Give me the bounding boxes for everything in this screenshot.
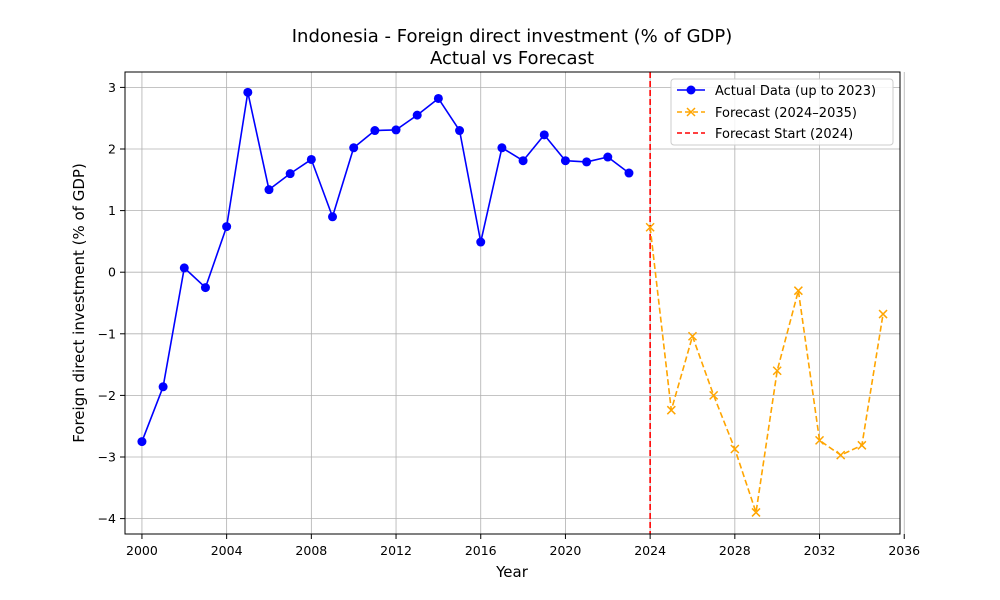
- forecast-point: [751, 507, 761, 517]
- actual-point: [137, 437, 147, 447]
- actual-point: [560, 156, 570, 166]
- actual-point: [222, 222, 232, 232]
- actual-point: [433, 93, 443, 103]
- y-tick-label: 2: [108, 142, 116, 157]
- forecast-point: [730, 444, 740, 454]
- forecast-point: [687, 331, 698, 341]
- chart-subtitle: Actual vs Forecast: [430, 48, 594, 69]
- x-tick-label: 2016: [465, 543, 497, 558]
- series-layer: [137, 87, 888, 517]
- forecast-point: [666, 405, 676, 415]
- legend: Actual Data (up to 2023) Forecast (2024–…: [670, 78, 894, 146]
- series-actual: [137, 87, 634, 447]
- plot-frame: [124, 71, 901, 535]
- forecast-point: [878, 309, 888, 319]
- actual-point: [412, 110, 422, 120]
- actual-point: [370, 126, 380, 136]
- forecast-point: [793, 286, 803, 296]
- actual-point: [243, 87, 253, 97]
- y-tick-label: −1: [98, 326, 116, 341]
- x-tick-label: 2000: [126, 543, 158, 558]
- x-tick-label: 2028: [719, 543, 751, 558]
- forecast-point: [645, 222, 655, 232]
- forecast-point: [772, 366, 782, 376]
- actual-point: [328, 212, 338, 222]
- x-tick-label: 2008: [295, 543, 327, 558]
- actual-point: [582, 157, 592, 167]
- x-tick-label: 2004: [211, 543, 243, 558]
- x-tick-label: 2036: [888, 543, 920, 558]
- forecast-point: [857, 440, 867, 450]
- legend-label-forecast-start: Forecast Start (2024): [715, 127, 853, 142]
- legend-box: [670, 78, 894, 146]
- grid-lines: [125, 72, 905, 534]
- legend-label-forecast: Forecast (2024–2035): [715, 106, 857, 121]
- legend-marker-forecast: [686, 107, 696, 117]
- actual-point: [539, 130, 549, 140]
- y-tick-label: −4: [98, 511, 116, 526]
- actual-point: [497, 143, 507, 153]
- forecast-line: [649, 227, 884, 514]
- actual-point: [179, 263, 189, 273]
- actual-point: [349, 143, 359, 153]
- actual-point: [391, 125, 401, 135]
- actual-point: [285, 169, 295, 179]
- actual-point: [518, 156, 528, 166]
- actual-point: [455, 126, 465, 136]
- x-tick-label: 2024: [634, 543, 666, 558]
- y-tick-label: −3: [98, 450, 116, 465]
- y-axis-label: Foreign direct investment (% of GDP): [70, 163, 88, 443]
- actual-point: [624, 168, 634, 178]
- actual-point: [603, 152, 613, 162]
- forecast-point: [709, 390, 719, 400]
- axis-ticks: 2000 2004 2008 2012 2016 2020 2024 2028 2032 2036…: [98, 80, 921, 558]
- x-axis-label: Year: [495, 563, 529, 581]
- y-tick-label: 3: [108, 80, 116, 95]
- x-tick-label: 2020: [550, 543, 582, 558]
- legend-marker-actual: [686, 85, 696, 95]
- y-tick-label: −2: [98, 388, 116, 403]
- actual-line: [141, 91, 630, 442]
- actual-point: [200, 283, 210, 293]
- actual-point: [476, 237, 486, 247]
- forecast-point: [815, 435, 825, 445]
- x-tick-label: 2032: [804, 543, 836, 558]
- legend-label-actual: Actual Data (up to 2023): [715, 84, 876, 99]
- actual-point: [158, 382, 168, 392]
- actual-point: [264, 185, 274, 195]
- x-tick-label: 2012: [380, 543, 412, 558]
- chart-title: Indonesia - Foreign direct investment (%…: [292, 26, 733, 47]
- y-tick-label: 1: [108, 203, 116, 218]
- forecast-point: [836, 450, 846, 460]
- series-forecast: [645, 222, 888, 517]
- actual-point: [306, 154, 316, 164]
- y-tick-label: 0: [108, 265, 116, 280]
